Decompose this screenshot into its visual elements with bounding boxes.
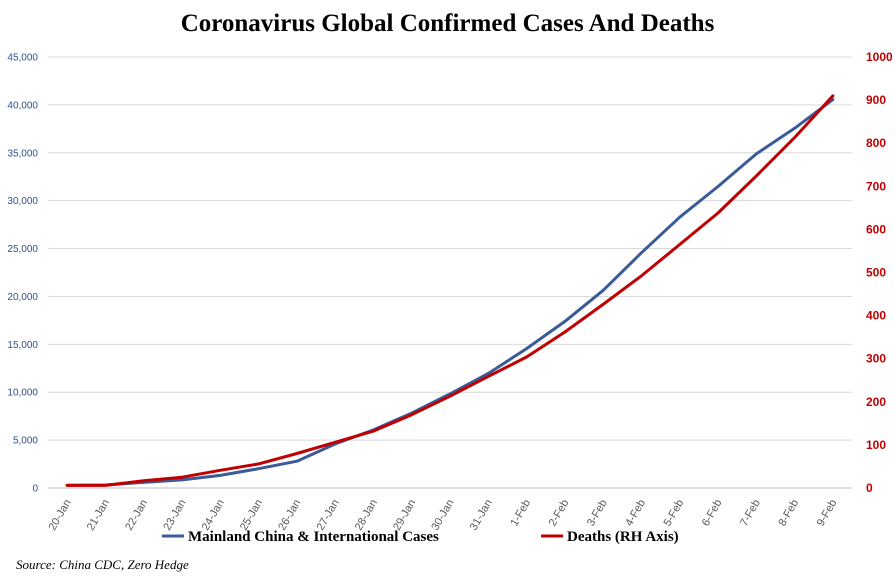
x-tick-label: 4-Feb — [623, 498, 648, 529]
x-tick-label: 31-Jan — [468, 498, 495, 533]
right-tick-label: 900 — [866, 93, 886, 107]
cases-point — [831, 98, 835, 101]
cases-point — [640, 251, 643, 255]
deaths-point — [755, 174, 758, 178]
right-tick-label: 100 — [866, 438, 886, 452]
cases-point — [678, 215, 681, 219]
cases-point — [219, 474, 222, 477]
right-tick-label: 0 — [866, 481, 873, 495]
cases-point — [180, 478, 184, 482]
right-tick-label: 800 — [866, 136, 886, 150]
right-tick-label: 200 — [866, 395, 886, 409]
x-tick-label: 25-Jan — [238, 498, 265, 533]
cases-series-line — [65, 98, 835, 487]
cases-point — [793, 127, 796, 130]
x-tick-label: 23-Jan — [161, 498, 188, 533]
x-tick-label: 20-Jan — [47, 498, 74, 533]
cases-point — [295, 460, 299, 463]
deaths-point — [640, 274, 643, 278]
cases-point — [257, 467, 260, 470]
x-tick-label: 6-Feb — [700, 498, 725, 529]
x-tick-label: 7-Feb — [738, 498, 763, 529]
deaths-point — [831, 94, 835, 97]
x-tick-label: 5-Feb — [662, 498, 687, 529]
deaths-point — [525, 355, 528, 359]
x-tick-label: 2-Feb — [547, 498, 572, 529]
right-tick-label: 500 — [866, 266, 886, 280]
left-tick-label: 0 — [32, 484, 38, 495]
x-tick-label: 3-Feb — [585, 498, 610, 529]
legend-label: Mainland China & International Cases — [188, 529, 439, 545]
right-tick-label: 400 — [866, 309, 886, 323]
right-tick-label: 700 — [866, 179, 886, 193]
deaths-point — [448, 394, 452, 398]
deaths-point — [65, 484, 69, 487]
deaths-point — [793, 136, 796, 139]
left-tick-label: 20,000 — [7, 292, 38, 303]
cases-point — [563, 320, 567, 323]
deaths-point — [410, 413, 413, 416]
left-tick-label: 15,000 — [7, 340, 38, 351]
deaths-point — [104, 484, 107, 487]
x-tick-label: 8-Feb — [776, 498, 801, 529]
left-tick-label: 5,000 — [13, 436, 38, 447]
deaths-point — [372, 429, 375, 433]
deaths-point — [333, 441, 337, 444]
deaths-point — [716, 211, 720, 215]
x-tick-label: 28-Jan — [353, 498, 380, 533]
chart-source: Source: China CDC, Zero Hedge — [16, 557, 189, 572]
deaths-point — [601, 303, 605, 306]
deaths-point — [180, 476, 184, 479]
deaths-point — [219, 469, 222, 472]
left-tick-label: 35,000 — [7, 148, 38, 159]
left-tick-label: 45,000 — [7, 53, 38, 64]
deaths-point — [678, 243, 681, 246]
x-tick-label: 29-Jan — [391, 498, 418, 533]
deaths-point — [142, 479, 145, 482]
cases-point — [755, 152, 758, 156]
left-tick-label: 25,000 — [7, 244, 38, 255]
cases-point — [601, 289, 605, 292]
x-tick-label: 21-Jan — [85, 498, 112, 533]
cases-point — [716, 185, 720, 188]
chart-title: Coronavirus Global Confirmed Cases And D… — [180, 10, 715, 37]
left-tick-label: 30,000 — [7, 196, 38, 207]
deaths-point — [295, 452, 299, 455]
x-tick-label: 22-Jan — [123, 498, 150, 533]
right-tick-label: 300 — [866, 352, 886, 366]
right-tick-label: 600 — [866, 222, 886, 236]
right-tick-label: 1000 — [866, 50, 893, 64]
left-tick-label: 40,000 — [7, 100, 38, 111]
legend-label: Deaths (RH Axis) — [567, 529, 679, 545]
left-tick-label: 10,000 — [7, 388, 38, 399]
cases-point — [525, 347, 528, 350]
cases-point — [487, 372, 490, 375]
deaths-point — [563, 330, 567, 334]
x-tick-label: 26-Jan — [276, 498, 303, 533]
x-tick-label: 9-Feb — [815, 498, 840, 529]
x-tick-label: 27-Jan — [315, 498, 342, 533]
x-tick-label: 1-Feb — [508, 498, 533, 529]
deaths-point — [487, 375, 490, 378]
deaths-series-line — [65, 94, 835, 487]
deaths-point — [257, 462, 260, 466]
x-tick-label: 24-Jan — [200, 498, 227, 533]
x-tick-label: 30-Jan — [429, 498, 456, 533]
